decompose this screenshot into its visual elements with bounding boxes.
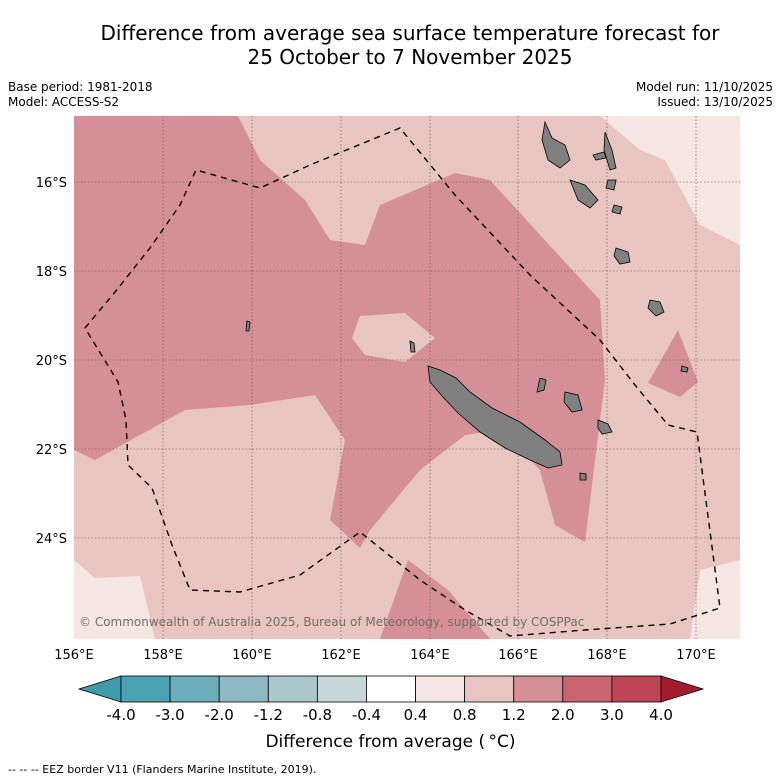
base-period: Base period: 1981-2018 [8,80,153,94]
lat-tick: 22°S [36,443,67,458]
colorbar-swatch [513,675,564,703]
colorbar-swatch [562,675,613,703]
lat-tick: 24°S [36,532,67,547]
anomaly-band-0.4-0.8-northeast [600,116,740,245]
lon-tick: 156°E [54,648,94,663]
colorbar-swatch [611,675,662,703]
colorbar-tick-label: 2.0 [551,706,575,724]
colorbar-tick-label: 0.4 [404,706,428,724]
eez-border [84,127,721,637]
colorbar-swatch [120,675,171,703]
colorbar-swatch [366,675,416,703]
colorbar-swatch [415,675,466,703]
colorbar-tick-label: -1.2 [254,706,283,724]
lon-tick: 170°E [676,648,716,663]
anomaly-band-1.2-2.0 [74,116,605,548]
colorbar-swatch [218,675,269,703]
colorbar-extend-low [77,675,122,703]
lat-axis: 16°S 18°S 20°S 22°S 24°S [36,176,67,547]
model-run: Model run: 11/10/2025 [635,80,773,94]
anomaly-band-0.4-0.8-southeast [690,560,740,639]
colorbar-extend-high [660,675,705,703]
eez-legend: -- -- -- EEZ border V11 (Flanders Marine… [8,763,317,776]
lon-axis: 156°E 158°E 160°E 162°E 164°E 166°E 168°… [54,648,716,663]
colorbar-tick-labels: -4.0 -3.0 -2.0 -1.2 -0.8 -0.4 0.4 0.8 1.2 2.0 3.0 4… [106,706,673,724]
lat-tick: 20°S [36,354,67,369]
colorbar-tick-label: 1.2 [502,706,526,724]
lon-tick: 168°E [587,648,627,663]
lon-tick: 164°E [410,648,450,663]
lon-tick: 162°E [321,648,361,663]
map-area: © Commonwealth of Australia 2025, Bureau… [74,116,740,639]
anomaly-patch-south [380,560,490,639]
colorbar-tick-label: -0.4 [352,706,381,724]
colorbar-swatch [464,675,515,703]
lat-tick: 16°S [36,176,67,191]
chart-title-line-2: 25 October to 7 November 2025 [247,45,573,69]
colorbar-title: Difference from average ( °C) [265,732,516,752]
lat-tick: 18°S [36,265,67,280]
colorbar-tick-label: 3.0 [600,706,624,724]
new-caledonia-island [427,365,563,469]
land-masses [245,120,689,481]
vanuatu-espiritu-santo [541,120,571,169]
model-name: Model: ACCESS-S2 [8,95,120,109]
colorbar-swatch [316,675,367,703]
meta-left: Base period: 1981-2018 Model: ACCESS-S2 [8,80,153,110]
issued-date: Issued: 13/10/2025 [657,95,773,109]
colorbar-tick-label: 0.8 [453,706,477,724]
colorbar-swatch [267,675,318,703]
colorbar-tick-label: -0.8 [303,706,332,724]
lon-tick: 160°E [232,648,272,663]
chart-title-line-1: Difference from average sea surface temp… [100,21,720,45]
anomaly-patch-east [648,330,698,397]
anomaly-band-0.4-0.8-southwest [74,560,155,639]
colorbar-swatch [169,675,220,703]
meta-right: Model run: 11/10/2025 Issued: 13/10/2025 [636,80,773,110]
lon-tick: 158°E [143,648,183,663]
colorbar-tick-label: -4.0 [106,706,135,724]
copyright-notice: © Commonwealth of Australia 2025, Bureau… [79,615,584,629]
colorbar-tick-label: -3.0 [155,706,184,724]
graticule [74,116,740,639]
colorbar [77,675,705,703]
lon-tick: 166°E [498,648,538,663]
colorbar-tick-label: 4.0 [649,706,673,724]
colorbar-tick-label: -2.0 [205,706,234,724]
